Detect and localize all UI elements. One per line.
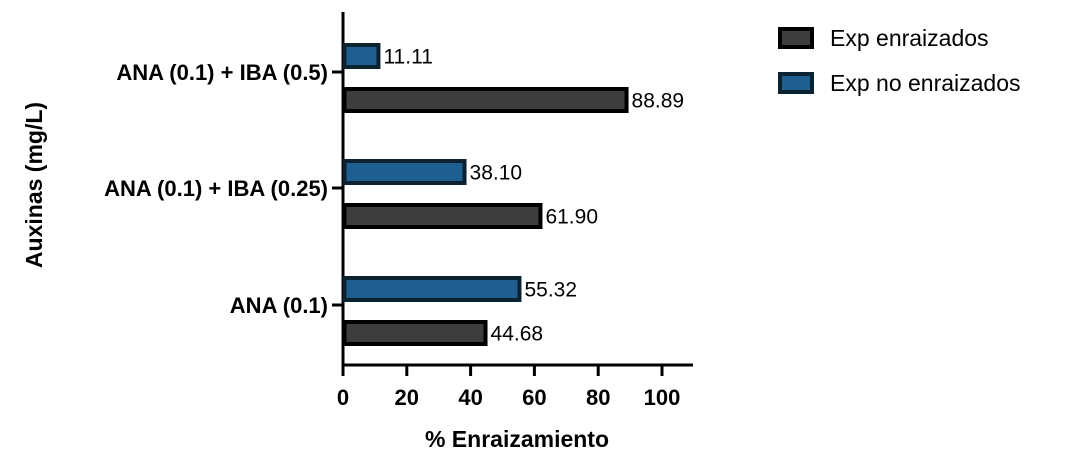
- x-tick-label: 0: [337, 385, 349, 410]
- x-axis-title: % Enraizamiento: [425, 426, 609, 451]
- bar-exp-enraizados: [342, 203, 543, 229]
- data-label: 44.68: [491, 323, 544, 346]
- bar-exp-enraizados: [342, 320, 488, 346]
- x-tick-label: 40: [458, 385, 482, 410]
- legend-swatch: [778, 72, 814, 94]
- category-label: ANA (0.1) + IBA (0.25): [104, 176, 328, 201]
- bar-exp-enraizados: [342, 87, 629, 113]
- legend: Exp enraizados Exp no enraizados: [778, 25, 1021, 96]
- bar-exp-no-enraizados: [342, 43, 381, 69]
- x-tick-label: 100: [644, 385, 681, 410]
- bars-layer: [342, 43, 629, 346]
- legend-label: Exp no enraizados: [830, 70, 1021, 96]
- data-label: 88.89: [632, 90, 685, 113]
- data-label: 61.90: [545, 206, 598, 229]
- category-label: ANA (0.1) + IBA (0.5): [116, 60, 328, 85]
- x-tick-label: 60: [522, 385, 546, 410]
- axes-layer: 0 20 40 60 80 100 ANA (0.1) + IBA (0.5) ANA (0.…: [104, 12, 693, 410]
- data-label: 38.10: [470, 162, 523, 185]
- bar-exp-no-enraizados: [342, 159, 467, 185]
- data-label: 11.11: [383, 46, 432, 69]
- legend-label: Exp enraizados: [830, 25, 989, 51]
- data-label: 55.32: [524, 279, 577, 302]
- labels-layer: 88.89 61.90 44.68 11.11 38.10 55.32: [383, 46, 684, 346]
- x-tick-label: 20: [395, 385, 419, 410]
- x-tick-label: 80: [586, 385, 610, 410]
- bar-exp-no-enraizados: [342, 276, 522, 302]
- y-axis-title: Auxinas (mg/L): [21, 102, 47, 268]
- legend-swatch: [778, 27, 814, 49]
- category-label: ANA (0.1): [230, 293, 328, 318]
